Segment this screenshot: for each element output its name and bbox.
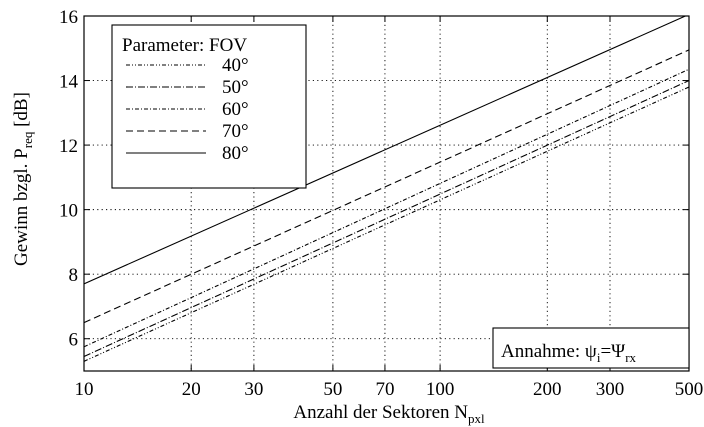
legend-entry-label: 70° <box>222 121 249 142</box>
y-tick-label: 6 <box>69 330 79 351</box>
series-line-60 <box>84 68 689 348</box>
annotation-text: Annahme: ψi=Ψrx <box>501 341 637 365</box>
legend-box <box>111 24 307 189</box>
legend-entry-label: 50° <box>222 77 249 98</box>
plot-frame <box>83 15 690 372</box>
y-tick-label: 16 <box>59 7 78 28</box>
y-tick-label: 10 <box>59 201 78 222</box>
y-tick-label: 14 <box>59 72 79 93</box>
legend-entry-label: 80° <box>222 143 249 164</box>
y-axis-title: Gewinn bzgl. Preq [dB] <box>11 92 35 266</box>
annotation-box <box>492 327 690 369</box>
x-tick-label: 200 <box>533 379 562 400</box>
x-tick-label: 20 <box>182 379 201 400</box>
legend-title: Parameter: FOV <box>122 35 247 56</box>
legend: Parameter: FOV 40°50°60°70°80° <box>111 24 307 189</box>
grid-lines <box>84 16 689 371</box>
x-tick-labels: 10 20 30 50 70 100 200 300 500 <box>75 379 704 400</box>
x-axis-title: Anzahl der Sektoren Npxl <box>293 402 485 426</box>
series-line-50 <box>84 80 689 357</box>
x-tick-label: 30 <box>244 379 263 400</box>
series-layer <box>84 16 689 362</box>
x-tick-label: 500 <box>675 379 704 400</box>
y-tick-label: 12 <box>59 136 78 157</box>
x-tick-label: 10 <box>75 379 94 400</box>
legend-entry-label: 40° <box>222 55 249 76</box>
x-tick-label: 70 <box>375 379 394 400</box>
series-line-70 <box>84 49 689 324</box>
x-tick-label: 100 <box>426 379 455 400</box>
x-tick-label: 50 <box>323 379 342 400</box>
legend-entries: 40°50°60°70°80° <box>126 55 249 164</box>
x-tick-label: 300 <box>596 379 625 400</box>
series-line-80 <box>84 16 687 285</box>
y-tick-label: 8 <box>69 265 79 286</box>
series-line-40 <box>84 86 689 362</box>
assumption-annotation: Annahme: ψi=Ψrx <box>492 327 690 369</box>
tick-marks <box>83 15 690 371</box>
y-tick-labels: 6 8 10 12 14 16 <box>59 7 79 351</box>
legend-entry-label: 60° <box>222 99 249 120</box>
